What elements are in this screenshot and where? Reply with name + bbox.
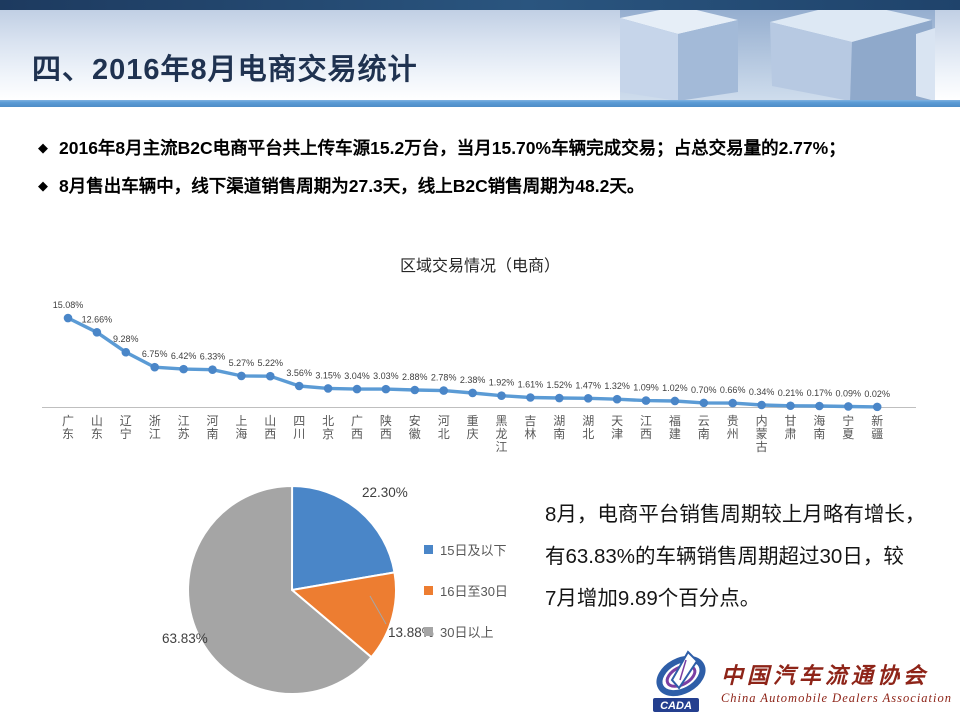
svg-text:1.92%: 1.92%	[489, 378, 515, 388]
slide-header: 四、2016年8月电商交易统计	[0, 0, 960, 101]
svg-text:宁夏: 宁夏	[842, 413, 854, 441]
commentary-line: 7月增加9.89个百分点。	[545, 587, 761, 610]
commentary-text: 8月，电商平台销售周期较上月略有增长， 有63.83%的车辆销售周期超过30日，…	[545, 494, 950, 620]
page-title: 四、2016年8月电商交易统计	[32, 54, 418, 86]
svg-text:吉林: 吉林	[524, 414, 536, 441]
svg-text:1.02%: 1.02%	[662, 383, 688, 393]
commentary-line: 有63.83%的车辆销售周期超过30日，较	[545, 545, 904, 568]
svg-text:四川: 四川	[293, 414, 305, 441]
svg-text:广东: 广东	[62, 414, 74, 441]
bullet-list: ◆ 2016年8月主流B2C电商平台共上传车源15.2万台，当月15.70%车辆…	[38, 129, 918, 205]
svg-text:2.38%: 2.38%	[460, 375, 486, 385]
svg-text:0.21%: 0.21%	[778, 388, 804, 398]
legend-item: 30日以上	[424, 622, 508, 641]
decorative-cubes-graphic	[620, 0, 935, 101]
svg-text:湖北: 湖北	[582, 413, 594, 441]
svg-text:甘肃: 甘肃	[784, 414, 796, 441]
svg-text:3.15%: 3.15%	[315, 370, 341, 380]
svg-text:1.52%: 1.52%	[547, 380, 573, 390]
svg-text:河南: 河南	[206, 414, 218, 441]
diamond-bullet-icon: ◆	[38, 178, 48, 193]
svg-text:陕西: 陕西	[380, 413, 392, 441]
svg-text:黑龙江: 黑龙江	[495, 414, 507, 454]
legend-label: 30日以上	[440, 625, 494, 640]
svg-text:0.66%: 0.66%	[720, 385, 746, 395]
svg-text:云南: 云南	[698, 414, 710, 441]
svg-text:山西: 山西	[264, 414, 276, 441]
line-chart-title: 区域交易情况（电商）	[399, 258, 560, 275]
legend-swatch-orange	[424, 586, 433, 595]
svg-text:河北: 河北	[438, 414, 450, 441]
svg-text:1.61%: 1.61%	[518, 380, 544, 390]
legend-item: 16日至30日	[424, 581, 508, 600]
logo-name-cn: 中国汽车流通协会	[720, 663, 929, 688]
svg-text:福建: 福建	[669, 413, 681, 441]
region-line-chart: 15.08% 广东 12.66% 山东 9.28% 辽宁 6.75% 浙江 6.42% 江苏 6.3…	[42, 300, 916, 454]
svg-text:内蒙古: 内蒙古	[756, 414, 768, 454]
svg-text:湖南: 湖南	[553, 413, 565, 441]
svg-text:浙江: 浙江	[149, 414, 161, 441]
svg-text:63.83%: 63.83%	[162, 631, 208, 646]
svg-text:12.66%: 12.66%	[82, 314, 113, 324]
svg-text:5.22%: 5.22%	[258, 358, 284, 368]
diamond-bullet-icon: ◆	[38, 140, 48, 155]
bullet-item: ◆ 8月售出车辆中，线下渠道销售周期为27.3天，线上B2C销售周期为48.2天…	[38, 167, 918, 205]
svg-text:3.04%: 3.04%	[344, 371, 370, 381]
svg-text:0.70%: 0.70%	[691, 385, 717, 395]
top-navy-strip	[0, 0, 960, 10]
svg-text:安徽: 安徽	[409, 413, 421, 441]
legend-label: 15日及以下	[440, 543, 507, 558]
svg-text:0.17%: 0.17%	[807, 388, 833, 398]
svg-text:3.56%: 3.56%	[286, 368, 312, 378]
svg-text:1.47%: 1.47%	[575, 380, 601, 390]
svg-text:CADA: CADA	[660, 700, 692, 712]
svg-text:2.78%: 2.78%	[431, 373, 457, 383]
svg-text:上海: 上海	[235, 414, 247, 441]
bullet-item: ◆ 2016年8月主流B2C电商平台共上传车源15.2万台，当月15.70%车辆…	[38, 129, 918, 167]
legend-item: 15日及以下	[424, 540, 508, 559]
svg-text:6.42%: 6.42%	[171, 351, 197, 361]
logo-name-en: China Automobile Dealers Association	[720, 691, 952, 705]
svg-text:0.02%: 0.02%	[864, 389, 890, 399]
svg-text:新疆: 新疆	[871, 413, 883, 441]
legend-swatch-gray	[424, 627, 433, 636]
svg-text:5.27%: 5.27%	[229, 358, 255, 368]
svg-text:2.88%: 2.88%	[402, 372, 428, 382]
svg-text:3.03%: 3.03%	[373, 371, 399, 381]
cada-logo: CADA 中国汽车流通协会 China Automobile Dealers A…	[650, 650, 952, 714]
svg-text:6.75%: 6.75%	[142, 349, 168, 359]
svg-text:1.09%: 1.09%	[633, 383, 659, 393]
cada-emblem-icon: CADA	[652, 650, 706, 712]
legend-swatch-blue	[424, 545, 433, 554]
svg-text:北京: 北京	[322, 414, 334, 441]
sales-cycle-pie-chart: 22.30% 13.88% 63.83%	[162, 484, 434, 695]
commentary-line: 8月，电商平台销售周期较上月略有增长，	[545, 503, 926, 526]
svg-text:1.32%: 1.32%	[604, 381, 630, 391]
svg-text:贵州: 贵州	[727, 414, 739, 441]
pie-legend: 15日及以下 16日至30日 30日以上	[424, 540, 508, 663]
svg-text:0.34%: 0.34%	[749, 387, 775, 397]
svg-text:海南: 海南	[813, 413, 825, 441]
svg-text:13.88%: 13.88%	[388, 625, 434, 640]
svg-text:江苏: 江苏	[178, 414, 190, 441]
svg-text:山东: 山东	[91, 414, 103, 441]
svg-text:0.09%: 0.09%	[836, 388, 862, 398]
svg-text:辽宁: 辽宁	[120, 414, 132, 441]
bullet-text: 8月售出车辆中，线下渠道销售周期为27.3天，线上B2C销售周期为48.2天。	[59, 176, 645, 196]
svg-text:9.28%: 9.28%	[113, 334, 139, 344]
svg-text:天津: 天津	[611, 414, 623, 441]
svg-text:重庆: 重庆	[467, 414, 479, 441]
svg-text:江西: 江西	[640, 414, 652, 441]
bullet-text: 2016年8月主流B2C电商平台共上传车源15.2万台，当月15.70%车辆完成…	[59, 138, 846, 158]
header-separator-line	[0, 100, 960, 107]
legend-label: 16日至30日	[440, 584, 508, 599]
svg-text:22.30%: 22.30%	[362, 485, 408, 500]
svg-text:广西: 广西	[351, 414, 363, 441]
svg-text:15.08%: 15.08%	[53, 300, 84, 310]
svg-text:6.33%: 6.33%	[200, 352, 226, 362]
